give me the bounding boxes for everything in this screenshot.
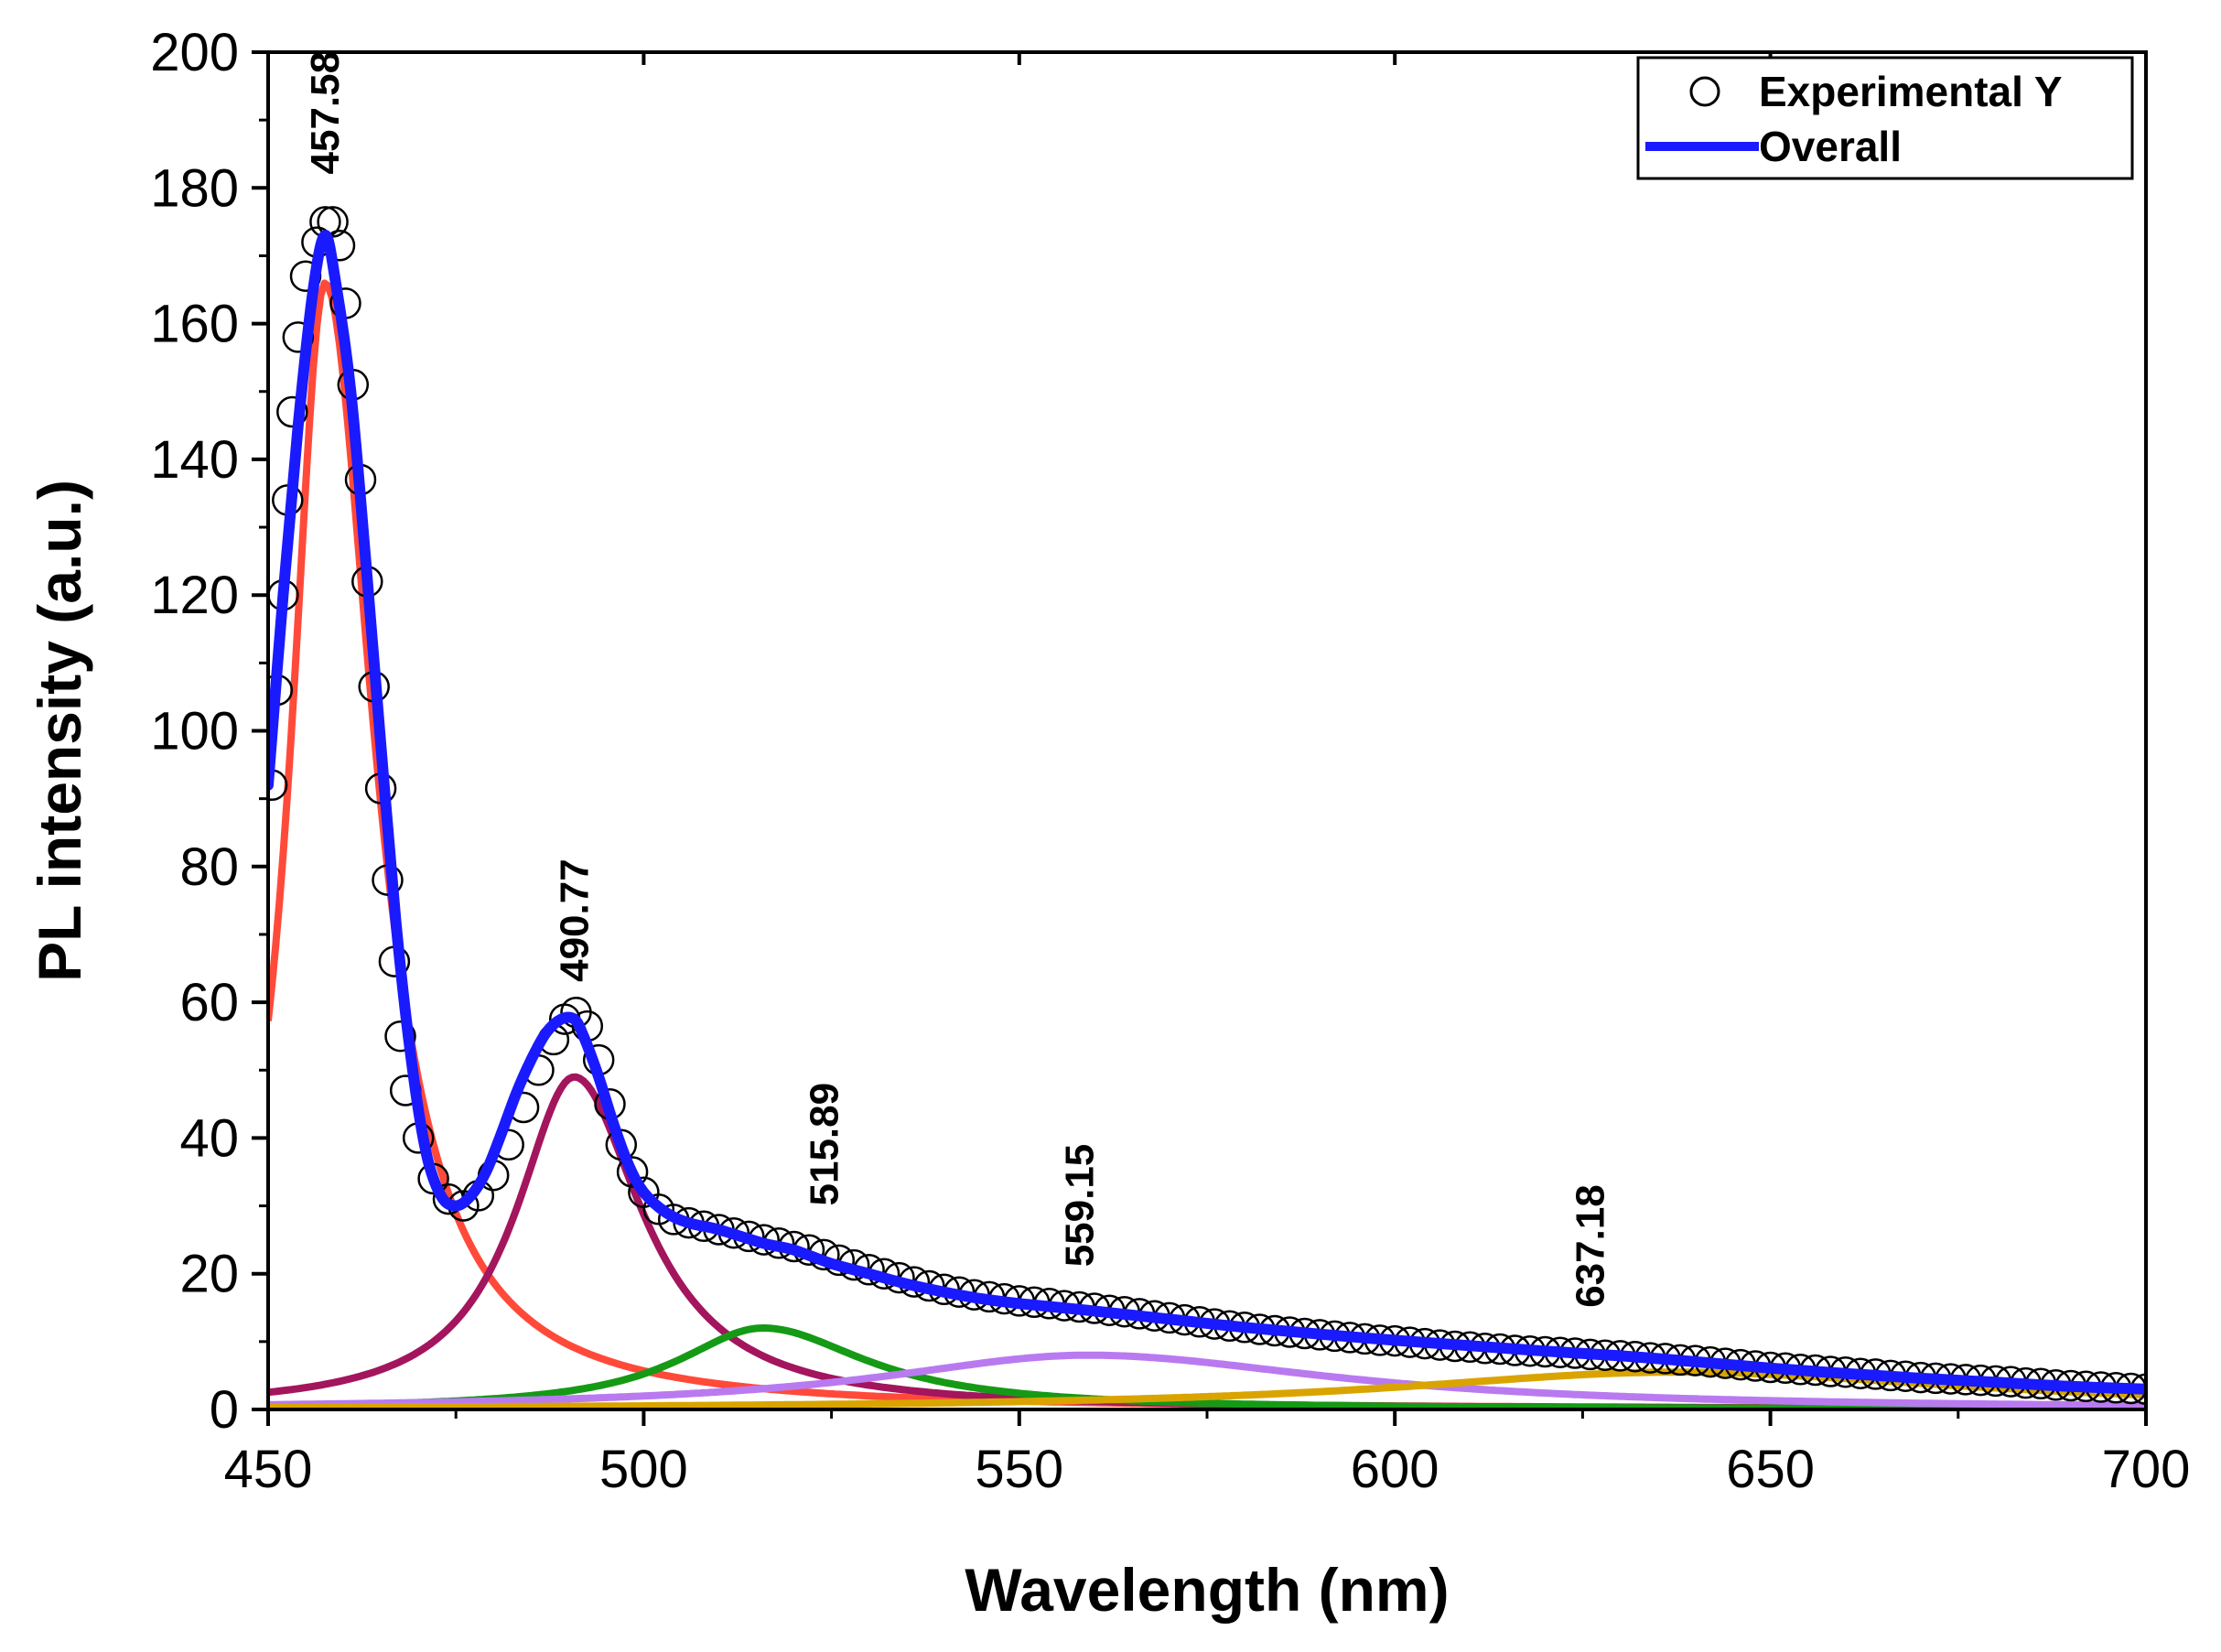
y-tick-label: 120 bbox=[150, 566, 239, 625]
experimental-point bbox=[276, 395, 308, 428]
x-tick-label: 500 bbox=[599, 1440, 688, 1499]
component-curve-1 bbox=[268, 279, 2146, 1409]
experimental-point bbox=[384, 1020, 416, 1053]
peak-label: 637.18 bbox=[1569, 1184, 1613, 1308]
y-tick-label: 0 bbox=[210, 1380, 239, 1440]
x-axis: 450 500 550 600 650 700 bbox=[224, 52, 2191, 1499]
x-tick-label: 650 bbox=[1726, 1440, 1815, 1499]
x-tick-label: 450 bbox=[224, 1440, 313, 1499]
y-tick-label: 80 bbox=[179, 837, 239, 897]
y-tick-label: 200 bbox=[150, 23, 239, 82]
x-axis-title: Wavelength (nm) bbox=[965, 1556, 1449, 1624]
x-tick-label: 550 bbox=[975, 1440, 1063, 1499]
legend-label-experimental: Experimental Y bbox=[1759, 68, 2063, 115]
experimental-point bbox=[616, 1156, 649, 1188]
legend: Experimental Y Overall bbox=[1636, 56, 2134, 180]
legend-label-overall: Overall bbox=[1759, 123, 1902, 170]
y-tick-label: 40 bbox=[179, 1108, 239, 1168]
x-tick-label: 700 bbox=[2102, 1440, 2191, 1499]
y-axis-title: PL intensity (a.u.) bbox=[26, 480, 93, 982]
component-curve-4 bbox=[268, 1351, 2146, 1409]
overall-fit-line bbox=[268, 230, 2146, 1395]
y-tick-label: 20 bbox=[179, 1245, 239, 1304]
plot-area bbox=[268, 206, 2146, 1409]
y-tick-label: 160 bbox=[150, 295, 239, 354]
peak-label: 457.58 bbox=[303, 51, 348, 175]
x-tick-label: 600 bbox=[1351, 1440, 1439, 1499]
legend-box bbox=[1636, 56, 2134, 180]
y-tick-label: 60 bbox=[179, 973, 239, 1032]
y-tick-label: 180 bbox=[150, 158, 239, 218]
peak-label: 559.15 bbox=[1058, 1144, 1103, 1268]
y-tick-label: 100 bbox=[150, 702, 239, 761]
peak-label: 515.89 bbox=[802, 1083, 846, 1206]
legend-marker-experimental bbox=[1689, 76, 1720, 107]
y-tick-label: 140 bbox=[150, 430, 239, 490]
y-axis: 0 20 40 60 80 100 120 140 160 180 200 bbox=[150, 23, 268, 1440]
plot-frame bbox=[266, 50, 2148, 1411]
peak-label: 490.77 bbox=[553, 858, 598, 982]
